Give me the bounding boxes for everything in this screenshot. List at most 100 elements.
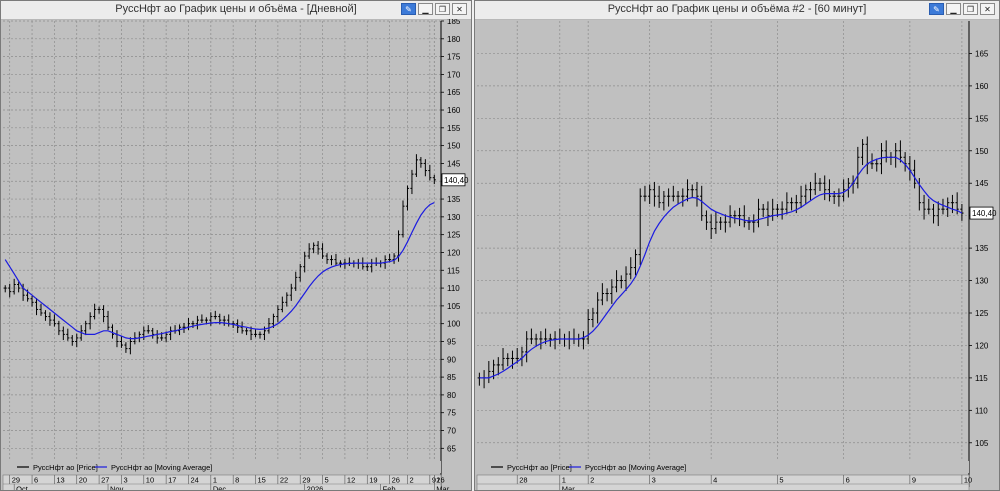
window-titlebar[interactable]: РуссНфт ао График цены и объёма #2 - [60…: [475, 1, 999, 20]
moving-average-line: [4, 202, 435, 340]
maximize-icon[interactable]: ❐: [963, 3, 978, 15]
x-tick-label: 27: [101, 476, 109, 485]
x-tick-label: 13: [56, 476, 64, 485]
x-tick-label: 9: [432, 476, 436, 485]
x-tick-label: 10: [964, 476, 972, 485]
window-title: РуссНфт ао График цены и объёма - [Дневн…: [115, 3, 357, 15]
y-tick-label: 105: [975, 439, 989, 448]
x-tick-label: 1: [562, 476, 566, 485]
pin-icon[interactable]: ✎: [929, 3, 944, 15]
hourly-chart-window[interactable]: РуссНфт ао График цены и объёма #2 - [60…: [474, 0, 1000, 491]
x-tick-label: 17: [168, 476, 176, 485]
legend-strip: [477, 461, 969, 473]
x-tick-label: 28: [519, 476, 527, 485]
pin-icon[interactable]: ✎: [401, 3, 416, 15]
x-tick-label: 19: [369, 476, 377, 485]
y-tick-label: 120: [975, 341, 989, 350]
x-tick-label: 20: [79, 476, 87, 485]
y-tick-label: 155: [447, 124, 461, 133]
legend-price-label: РуссНфт ао [Price]: [33, 463, 98, 472]
y-tick-label: 95: [447, 337, 456, 346]
month-label: Nov: [110, 485, 124, 491]
y-tick-label: 135: [447, 195, 461, 204]
plot-area: [477, 21, 969, 459]
daily-price-chart[interactable]: 6570758085909510010511011512012513013514…: [1, 19, 471, 490]
month-label: 2026: [307, 485, 324, 491]
x-tick-label: 2: [409, 476, 413, 485]
daily-chart-window[interactable]: РуссНфт ао График цены и объёма - [Дневн…: [0, 0, 472, 491]
legend-strip: [3, 461, 441, 473]
x-axis-band: [476, 474, 970, 490]
y-tick-label: 150: [975, 147, 989, 156]
x-tick-label: 12: [347, 476, 355, 485]
month-label: Mar: [562, 485, 575, 491]
x-tick-label: 6: [846, 476, 850, 485]
plot-area: [3, 21, 441, 459]
x-tick-label: 26: [392, 476, 400, 485]
x-tick-label: 6: [34, 476, 38, 485]
x-tick-label: 15: [258, 476, 266, 485]
x-tick-label: 8: [235, 476, 239, 485]
y-tick-label: 185: [447, 19, 461, 26]
y-tick-label: 100: [447, 320, 461, 329]
y-tick-label: 130: [975, 277, 989, 286]
x-tick-label: 5: [779, 476, 783, 485]
x-tick-label: 3: [652, 476, 656, 485]
y-tick-label: 105: [447, 302, 461, 311]
y-tick-label: 110: [447, 284, 460, 293]
y-tick-label: 150: [447, 142, 461, 151]
x-tick-label: 24: [190, 476, 198, 485]
y-tick-label: 175: [447, 53, 461, 62]
window-title: РуссНфт ао График цены и объёма #2 - [60…: [607, 3, 867, 15]
y-tick-label: 125: [447, 231, 461, 240]
y-tick-label: 160: [447, 106, 461, 115]
last-price-label: 140,40: [972, 209, 997, 218]
y-tick-label: 85: [447, 373, 456, 382]
y-tick-label: 145: [975, 179, 989, 188]
y-tick-label: 125: [975, 309, 989, 318]
maximize-icon[interactable]: ❐: [435, 3, 450, 15]
window-titlebar[interactable]: РуссНфт ао График цены и объёма - [Дневн…: [1, 1, 471, 20]
x-tick-label: 22: [280, 476, 288, 485]
last-price-label: 140,40: [444, 176, 469, 185]
y-tick-label: 155: [975, 114, 989, 123]
close-icon[interactable]: ✕: [452, 3, 467, 15]
minimize-icon[interactable]: ▁: [418, 3, 433, 15]
legend-price-label: РуссНфт ао [Price]: [507, 463, 572, 472]
month-label: Dec: [213, 485, 227, 491]
y-tick-label: 115: [975, 374, 988, 383]
legend-ma-label: РуссНфт ао [Moving Average]: [111, 463, 212, 472]
x-tick-label: 2: [436, 476, 440, 485]
y-tick-label: 120: [447, 248, 461, 257]
month-label: Feb: [383, 485, 396, 491]
minimize-icon[interactable]: ▁: [946, 3, 961, 15]
y-tick-label: 90: [447, 355, 456, 364]
y-tick-label: 170: [447, 70, 461, 79]
x-tick-label: 9: [912, 476, 916, 485]
moving-average-line: [479, 156, 963, 379]
x-tick-label: 2: [590, 476, 594, 485]
y-tick-label: 115: [447, 266, 460, 275]
y-tick-label: 70: [447, 427, 456, 436]
month-label: Oct: [16, 485, 29, 491]
x-tick-label: 16: [436, 476, 444, 485]
y-tick-label: 165: [975, 49, 989, 58]
y-tick-label: 80: [447, 391, 456, 400]
close-icon[interactable]: ✕: [980, 3, 995, 15]
y-tick-label: 165: [447, 88, 461, 97]
legend-ma-label: РуссНфт ао [Moving Average]: [585, 463, 686, 472]
y-tick-label: 160: [975, 82, 989, 91]
y-tick-label: 130: [447, 213, 461, 222]
last-price-box: [969, 206, 994, 220]
y-tick-label: 65: [447, 444, 456, 453]
y-tick-label: 180: [447, 35, 461, 44]
x-tick-label: 4: [713, 476, 717, 485]
x-tick-label: 29: [12, 476, 20, 485]
x-tick-label: 1: [213, 476, 217, 485]
y-tick-label: 135: [975, 244, 989, 253]
y-tick-label: 75: [447, 409, 456, 418]
last-price-box: [441, 173, 466, 187]
hourly-price-chart[interactable]: 1051101151201251301351401451501551601651…: [475, 19, 999, 490]
x-tick-label: 5: [325, 476, 329, 485]
x-tick-label: 10: [146, 476, 154, 485]
